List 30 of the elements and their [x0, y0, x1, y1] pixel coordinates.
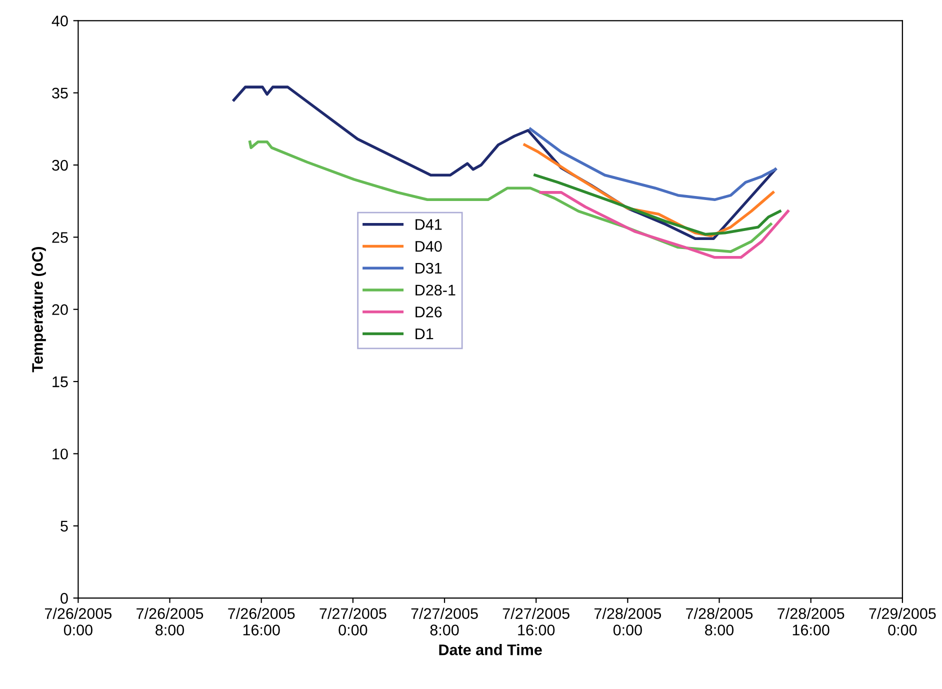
y-tick-label: 20 — [52, 304, 68, 316]
x-tick-label: 7/28/2005 16:00 — [778, 608, 844, 636]
y-tick-label: 5 — [60, 520, 68, 532]
x-tick-label: 7/28/2005 8:00 — [686, 608, 753, 636]
legend-label: D26 — [416, 306, 442, 318]
x-tick-label: 7/27/2005 8:00 — [411, 608, 478, 636]
y-tick-label: 40 — [52, 16, 68, 26]
x-tick-label: 7/26/2005 16:00 — [228, 608, 295, 636]
y-tick-label: 10 — [52, 448, 68, 460]
line-series — [539, 191, 790, 259]
x-tick-label: 7/29/2005 0:00 — [869, 608, 936, 636]
x-tick-label: 7/27/2005 0:00 — [320, 608, 386, 636]
x-tick-label: 7/26/2005 0:00 — [44, 608, 112, 636]
x-tick-label: 7/26/2005 8:00 — [136, 608, 204, 636]
line-series — [528, 128, 777, 202]
legend-label: D1 — [416, 328, 434, 340]
line-series — [534, 174, 782, 236]
y-tick-label: 35 — [52, 88, 68, 99]
x-axis-title: Date and Time — [439, 644, 542, 656]
legend-label: D41 — [416, 219, 442, 230]
y-tick-label: 15 — [52, 376, 68, 388]
x-tick-label: 7/27/2005 16:00 — [502, 608, 570, 636]
y-tick-label: 30 — [52, 160, 68, 171]
y-tick-label: 0 — [60, 592, 68, 604]
legend-label: D31 — [416, 262, 442, 274]
x-tick-label: 7/28/2005 0:00 — [594, 608, 662, 636]
y-axis-title: Temperature (oC) — [32, 247, 46, 372]
y-tick-label: 25 — [52, 232, 68, 243]
legend-label: D28-1 — [416, 284, 456, 296]
legend-label: D40 — [416, 240, 442, 252]
